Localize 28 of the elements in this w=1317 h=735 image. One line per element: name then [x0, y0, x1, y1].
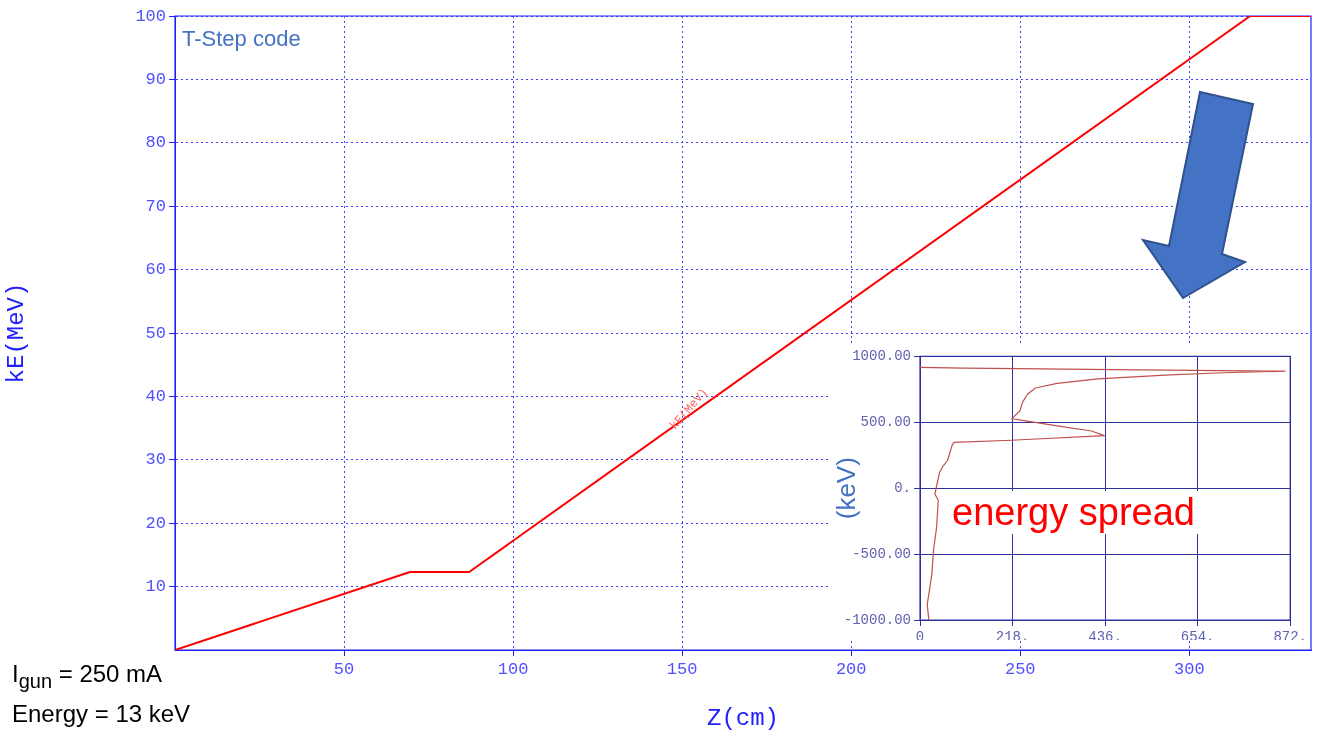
- y-tick-label: -1000.00: [843, 611, 911, 628]
- y-tick-label: -500.00: [852, 545, 911, 562]
- x-axis-title: Z(cm): [706, 704, 780, 732]
- y-tick-label: 90: [145, 69, 166, 89]
- y-tick-label: 80: [145, 133, 166, 153]
- y-tick-label: 0.: [894, 479, 911, 496]
- x-tick-label: 150: [666, 659, 698, 679]
- y-tick-label: 100: [135, 6, 166, 26]
- x-tick-label: 250: [1004, 659, 1036, 679]
- y-tick-label: 40: [145, 386, 166, 406]
- text: I$_{gun}$ = 250 mA: [12, 660, 163, 693]
- y-tick-label: 1000.00: [852, 348, 911, 365]
- y-tick-label: 30: [145, 450, 166, 470]
- y-tick-label: 500.00: [860, 414, 911, 430]
- y-tick-label: 20: [145, 513, 166, 533]
- y-axis-title: kE(MeV): [2, 282, 30, 384]
- y-tick-label: 60: [145, 260, 166, 280]
- annotation: T-Step code: [182, 26, 301, 52]
- x-tick-label: 300: [1173, 659, 1205, 679]
- x-tick-label: 200: [835, 659, 867, 679]
- text: Energy = 13 keV: [12, 700, 191, 728]
- y-axis-title: (keV): [830, 457, 861, 520]
- annotation: energy spread: [948, 491, 1199, 534]
- x-tick-label: 100: [497, 659, 529, 679]
- y-tick-label: 10: [145, 577, 166, 597]
- y-tick-label: 50: [145, 323, 166, 343]
- x-tick-label: 50: [333, 659, 355, 679]
- y-tick-label: 70: [145, 196, 166, 216]
